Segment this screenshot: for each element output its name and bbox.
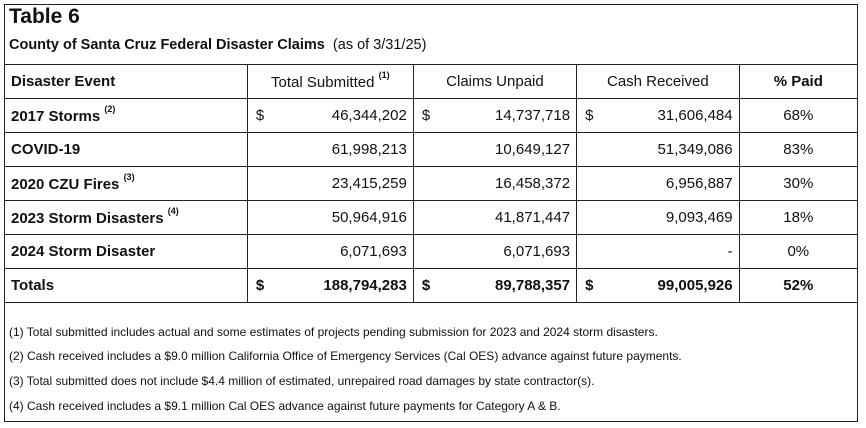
value: 89,788,357 xyxy=(495,277,571,294)
cell-submitted: $46,344,202 xyxy=(246,98,414,133)
cell-paid: 18% xyxy=(738,200,859,235)
subtitle-text: County of Santa Cruz Federal Disaster Cl… xyxy=(9,37,325,53)
value: 46,344,202 xyxy=(331,107,407,124)
table-row: 2017 Storms (2) $46,344,202 $14,737,718 … xyxy=(4,98,859,133)
table-title: Table 6 xyxy=(9,5,80,28)
cell-received: $31,606,484 xyxy=(576,98,740,133)
table-row: 2020 CZU Fires (3) 23,415,259 16,458,372… xyxy=(4,166,859,201)
value: 14,737,718 xyxy=(495,107,571,124)
row-event: 2024 Storm Disaster xyxy=(4,234,248,269)
currency-sign: $ xyxy=(585,107,594,124)
currency-sign: $ xyxy=(421,277,431,294)
col-header-received: Cash Received xyxy=(576,64,740,99)
col-header-event: Disaster Event xyxy=(4,64,248,99)
cell-paid: 0% xyxy=(738,234,859,269)
cell-received: 9,093,469 xyxy=(576,200,740,235)
footnote-2: (2) Cash received includes a $9.0 millio… xyxy=(9,349,682,363)
row-event: COVID-19 xyxy=(4,132,248,167)
value: 31,606,484 xyxy=(657,107,733,124)
footnote-ref: (4) xyxy=(167,205,179,216)
table-row: 2024 Storm Disaster 6,071,693 6,071,693 … xyxy=(4,234,859,269)
row-event: 2020 CZU Fires (3) xyxy=(4,166,248,201)
currency-sign: $ xyxy=(255,277,265,294)
footnote-ref: (2) xyxy=(104,103,116,114)
total-paid: 52% xyxy=(738,268,859,303)
cell-unpaid: 10,649,127 xyxy=(412,132,578,167)
totals-label: Totals xyxy=(4,268,248,303)
table-row: COVID-19 61,998,213 10,649,127 51,349,08… xyxy=(4,132,859,167)
cell-received: 6,956,887 xyxy=(576,166,740,201)
table-subtitle: County of Santa Cruz Federal Disaster Cl… xyxy=(9,37,426,53)
cell-paid: 83% xyxy=(738,132,859,167)
header-row: Disaster Event Total Submitted (1) Claim… xyxy=(4,64,859,99)
row-event: 2023 Storm Disasters (4) xyxy=(4,200,248,235)
footnotes: (1) Total submitted includes actual and … xyxy=(4,318,858,422)
event-label: 2017 Storms xyxy=(11,107,101,125)
col-header-unpaid: Claims Unpaid xyxy=(412,64,578,99)
event-label: 2020 CZU Fires xyxy=(11,175,120,193)
currency-sign: $ xyxy=(421,107,431,124)
cell-submitted: 50,964,916 xyxy=(246,200,414,235)
as-of-date: (as of 3/31/25) xyxy=(332,37,427,53)
footnote-4: (4) Cash received includes a $9.1 millio… xyxy=(9,399,561,413)
cell-unpaid: 16,458,372 xyxy=(412,166,578,201)
col-header-paid: % Paid xyxy=(738,64,859,99)
total-received: $99,005,926 xyxy=(576,268,740,303)
cell-paid: 68% xyxy=(738,98,859,133)
cell-submitted: 23,415,259 xyxy=(246,166,414,201)
cell-unpaid: $14,737,718 xyxy=(412,98,578,133)
cell-unpaid: 6,071,693 xyxy=(412,234,578,269)
cell-paid: 30% xyxy=(738,166,859,201)
table-row: 2023 Storm Disasters (4) 50,964,916 41,8… xyxy=(4,200,859,235)
event-label: 2024 Storm Disaster xyxy=(11,243,156,260)
value: 188,794,283 xyxy=(323,277,407,294)
value: 99,005,926 xyxy=(657,277,733,294)
cell-unpaid: 41,871,447 xyxy=(412,200,578,235)
totals-row: Totals $188,794,283 $89,788,357 $99,005,… xyxy=(4,268,859,303)
footnote-ref: (3) xyxy=(123,171,135,182)
total-submitted: $188,794,283 xyxy=(246,268,414,303)
col-header-submitted: Total Submitted (1) xyxy=(246,64,414,99)
claims-table: Disaster Event Total Submitted (1) Claim… xyxy=(4,64,859,303)
footnote-1: (1) Total submitted includes actual and … xyxy=(9,325,658,339)
cell-submitted: 6,071,693 xyxy=(246,234,414,269)
event-label: 2023 Storm Disasters xyxy=(11,209,164,227)
footnote-3: (3) Total submitted does not include $4.… xyxy=(9,374,595,388)
cell-received: 51,349,086 xyxy=(576,132,740,167)
currency-sign: $ xyxy=(255,107,265,124)
currency-sign: $ xyxy=(585,277,594,294)
row-event: 2017 Storms (2) xyxy=(4,98,248,133)
col-header-submitted-label: Total Submitted xyxy=(271,73,375,91)
footnote-ref: (1) xyxy=(378,69,390,80)
cell-received: - xyxy=(576,234,740,269)
cell-submitted: 61,998,213 xyxy=(246,132,414,167)
total-unpaid: $89,788,357 xyxy=(412,268,578,303)
event-label: COVID-19 xyxy=(11,141,81,158)
